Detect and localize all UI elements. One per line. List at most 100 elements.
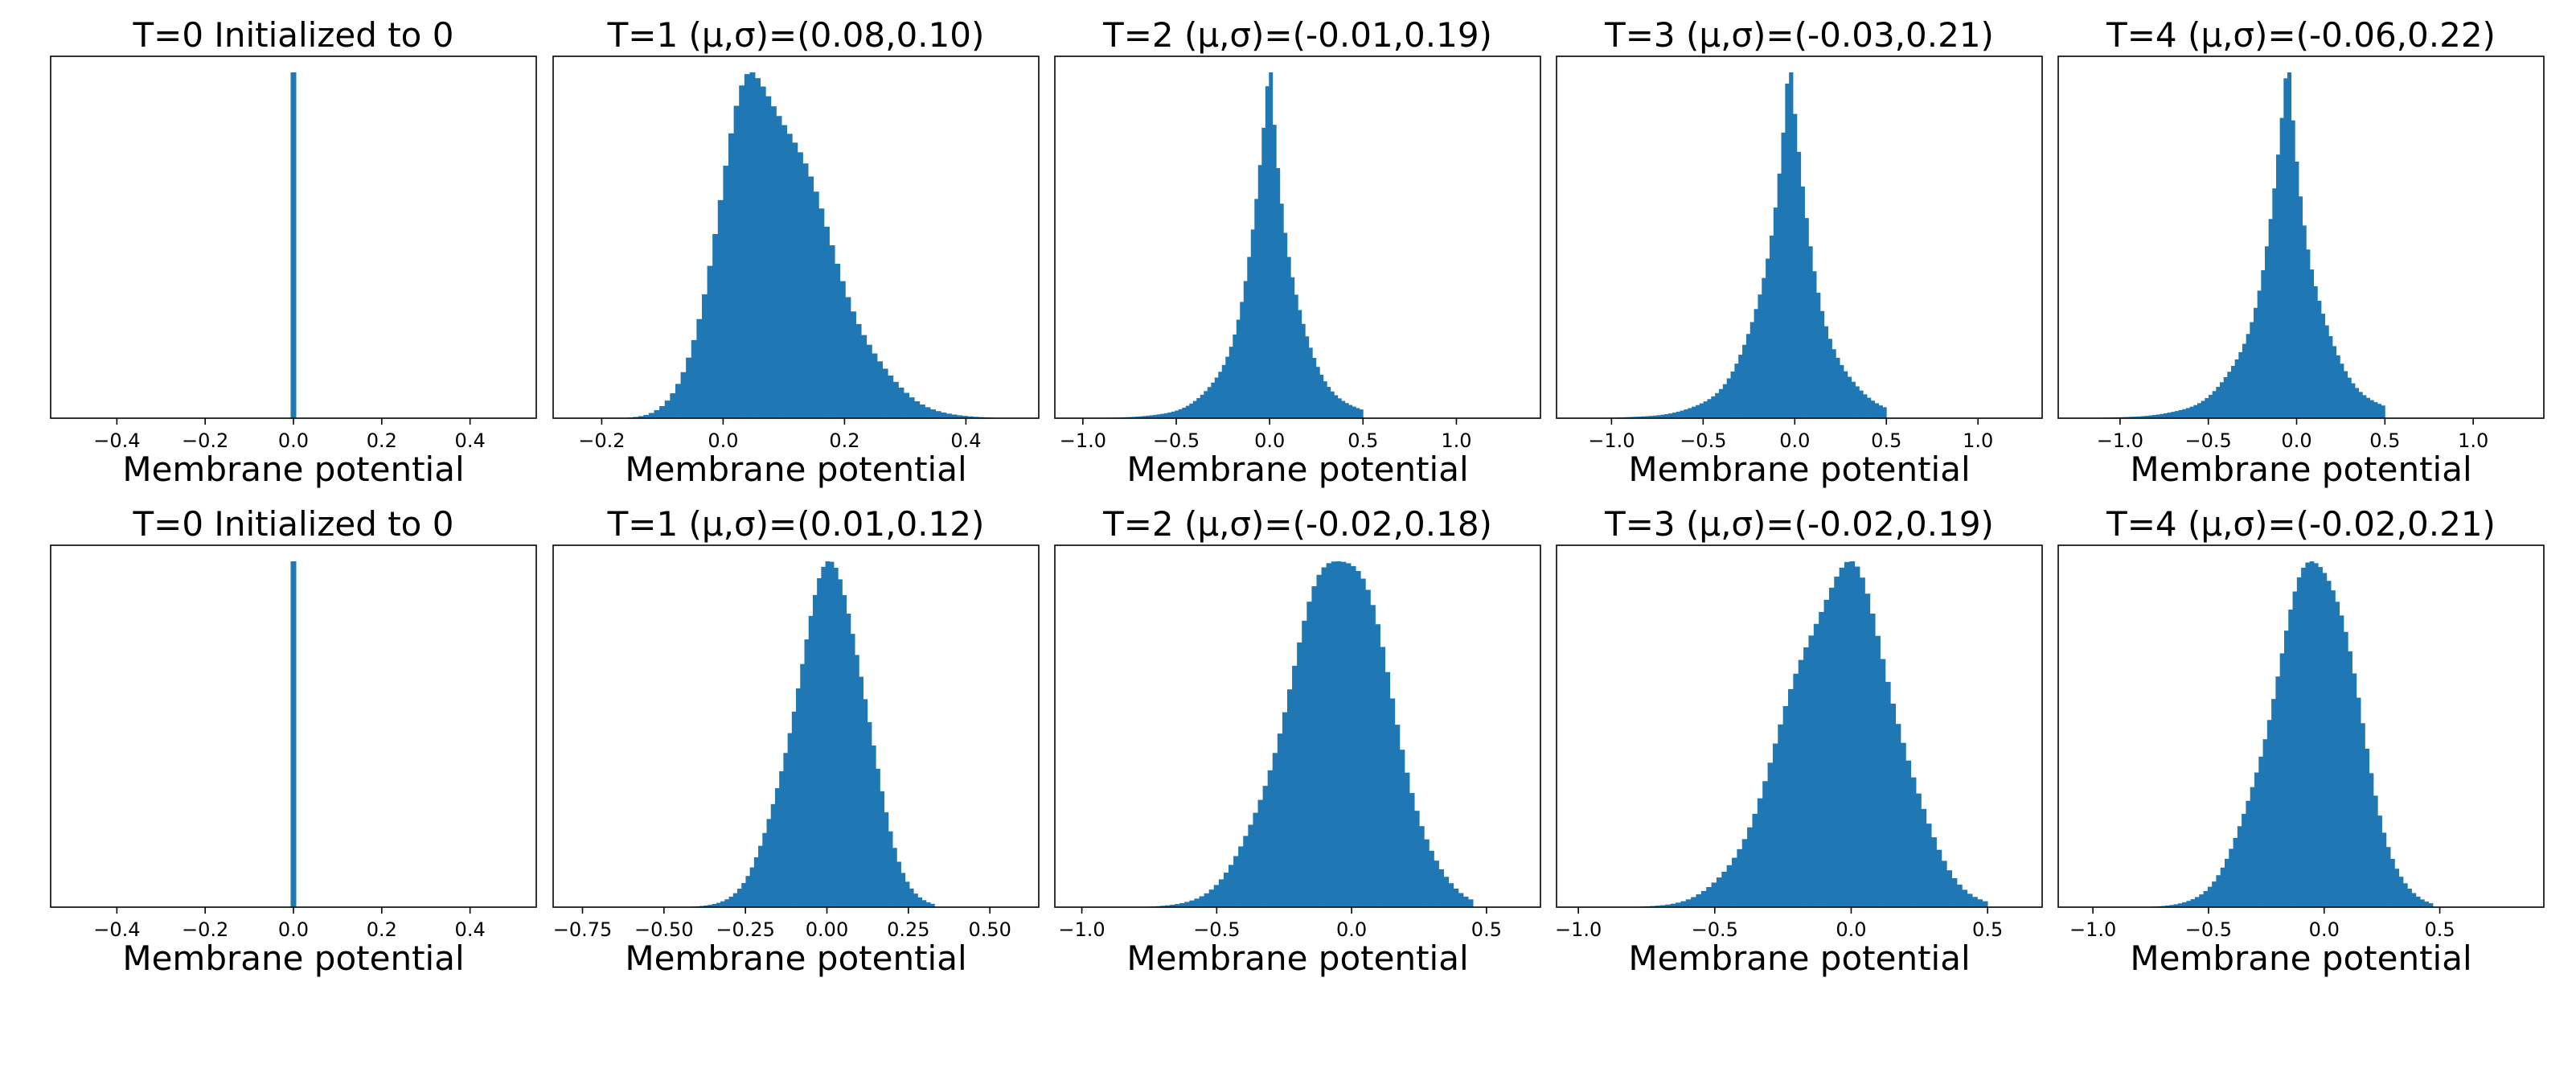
histogram-bar — [1796, 151, 1802, 418]
x-tick-label: −1.0 — [2097, 429, 2143, 452]
histogram-bar — [1156, 414, 1161, 418]
histogram-bar — [2362, 395, 2367, 418]
histogram-bar — [808, 615, 814, 907]
histogram-bar — [1875, 635, 1881, 907]
x-axis-label: Membrane potential — [122, 450, 464, 489]
histogram-bar — [1290, 277, 1295, 418]
histogram-bar — [2190, 899, 2196, 907]
histogram-bar — [1800, 186, 1805, 418]
histogram-bar — [2381, 405, 2385, 418]
histogram-bar — [829, 561, 835, 907]
histogram-bar — [1348, 405, 1353, 418]
histogram-bar — [762, 832, 767, 907]
histogram-bar — [1916, 793, 1922, 907]
histogram-bar — [2169, 905, 2174, 907]
histogram-bar — [1321, 567, 1327, 907]
histogram-bar — [2144, 416, 2149, 418]
histogram-bar — [1823, 326, 1829, 418]
histogram-bar — [2309, 561, 2315, 907]
histogram-bar — [1208, 889, 1215, 907]
histogram-bar — [1854, 566, 1860, 907]
panel-title: T=3 (μ,σ)=(-0.03,0.21) — [1604, 15, 1994, 55]
histogram-bar — [1297, 642, 1302, 907]
histogram-bar — [1225, 356, 1230, 418]
histogram-bar — [1885, 681, 1891, 907]
histogram-bar — [2343, 371, 2348, 418]
histogram-bar — [1827, 339, 1832, 418]
histogram-bar — [654, 409, 660, 418]
histogram-bar — [2292, 591, 2298, 907]
histogram-bar — [1754, 309, 1758, 418]
histogram-bar — [1832, 349, 1836, 418]
histogram-bar — [2411, 893, 2417, 907]
histogram-bar — [1972, 897, 1978, 907]
x-tick-label: −0.5 — [1193, 918, 1240, 941]
histogram-bar — [1773, 207, 1778, 418]
histogram-bar — [817, 578, 822, 907]
histogram-bar — [1747, 827, 1753, 907]
histogram-bar — [1956, 885, 1963, 907]
histogram-bar — [1211, 382, 1216, 418]
histogram-bar — [2133, 417, 2138, 418]
histogram-bar — [859, 676, 863, 907]
panel-0-4: −1.0 −0.5 0.0 0.5 1.0 T=4 (μ,σ)=(-0.06,0.22) M… — [2057, 15, 2545, 489]
histogram-bar — [1365, 589, 1371, 907]
histogram-bar — [2394, 869, 2400, 907]
histogram-bar — [1175, 410, 1179, 418]
histogram-bar — [1931, 837, 1937, 907]
histogram-bar — [664, 400, 671, 418]
histogram-bar — [2268, 219, 2273, 418]
histogram-bar — [1185, 405, 1190, 418]
histogram-bar — [1250, 229, 1255, 418]
histogram-bar — [1316, 574, 1322, 907]
histogram-bar — [1429, 850, 1434, 907]
histogram-bar — [1267, 770, 1274, 907]
histogram-bar — [1772, 743, 1778, 907]
histogram-bar — [749, 72, 756, 418]
histogram-bar — [1665, 904, 1672, 907]
histogram-bar — [1261, 127, 1266, 419]
histogram-bar — [1194, 898, 1200, 907]
histogram-bar — [2178, 409, 2183, 418]
histogram-bar — [2261, 270, 2266, 418]
histogram-bar — [1243, 836, 1249, 907]
histogram-bar — [2377, 815, 2382, 907]
x-axis-label: Membrane potential — [1126, 450, 1468, 489]
histogram-bar — [2254, 772, 2259, 907]
histogram-bar — [659, 405, 666, 418]
histogram-bar — [783, 753, 789, 907]
histogram-bar — [1356, 408, 1360, 418]
histogram-bar — [1762, 277, 1766, 418]
histogram-bar — [1453, 888, 1459, 907]
histogram-bar — [707, 265, 713, 418]
histogram-bar — [787, 733, 793, 907]
histogram-bar — [904, 392, 910, 418]
histogram-bar — [930, 409, 937, 418]
histogram-bar — [1200, 394, 1204, 418]
histogram-bar — [736, 889, 742, 907]
histogram-bar — [1352, 406, 1356, 418]
histogram-bar — [829, 245, 835, 418]
histogram-bar — [2309, 269, 2315, 418]
panel-title: T=4 (μ,σ)=(-0.06,0.22) — [2106, 15, 2496, 55]
x-tick-label: 0.2 — [367, 918, 397, 941]
histogram-bar — [1788, 688, 1794, 907]
histogram-bar — [1229, 347, 1233, 418]
histogram-bar — [2420, 899, 2425, 907]
histogram-bar — [770, 803, 776, 907]
x-tick-label: 0.5 — [1972, 918, 2003, 941]
histogram-bar — [796, 688, 801, 907]
histogram-bar — [2205, 397, 2209, 418]
histogram-bar — [1680, 410, 1684, 418]
histogram-bar — [2189, 406, 2194, 418]
histogram-bar — [643, 414, 650, 418]
histogram-bar — [1170, 905, 1175, 907]
histogram-bar — [1272, 125, 1277, 419]
panel-title: T=2 (μ,σ)=(-0.01,0.19) — [1102, 15, 1492, 55]
histogram-bar — [1159, 906, 1166, 907]
histogram-bar — [1691, 897, 1696, 907]
histogram-bar — [1758, 294, 1762, 418]
histogram-bar — [1803, 647, 1809, 907]
histogram-bar — [2186, 901, 2192, 907]
histogram-bar — [812, 594, 818, 907]
